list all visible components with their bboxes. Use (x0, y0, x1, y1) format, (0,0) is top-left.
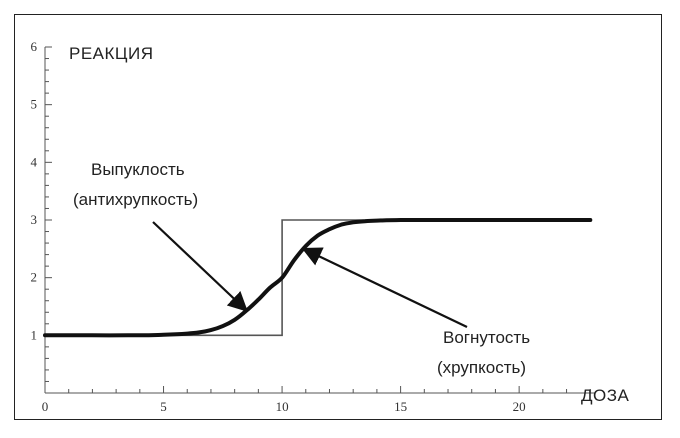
annotation-convexity-arrow (152, 221, 248, 312)
annotation-convexity-line1: Выпуклость (91, 160, 185, 179)
annotation-concavity-line1: Вогнутость (443, 328, 530, 347)
x-tick-label: 0 (42, 399, 49, 414)
dose-response-chart: 0 5 10 15 20 1 2 3 4 5 6 РЕАКЦИЯ ДОЗА Выпуклость (… (31, 39, 630, 414)
y-tick-label: 4 (31, 154, 38, 169)
x-tick-label: 5 (160, 399, 167, 414)
x-tick-label: 15 (394, 399, 407, 414)
y-tick-label: 2 (31, 270, 38, 285)
y-tick-label: 5 (31, 97, 38, 112)
annotation-concavity: Вогнутость (хрупкость) (301, 247, 530, 377)
smooth-response-curve (43, 217, 593, 338)
x-tick-label: 10 (276, 399, 289, 414)
y-tick-label: 1 (31, 327, 38, 342)
y-tick-label: 3 (31, 212, 38, 227)
x-axis-title: ДОЗА (581, 386, 630, 405)
y-tick-label: 6 (31, 39, 38, 54)
annotation-convexity-line2: (антихрупкость) (73, 190, 198, 209)
y-axis-title: РЕАКЦИЯ (69, 44, 154, 63)
annotation-convexity: Выпуклость (антихрупкость) (73, 160, 248, 312)
annotation-concavity-line2: (хрупкость) (437, 358, 526, 377)
chart-frame: 0 5 10 15 20 1 2 3 4 5 6 РЕАКЦИЯ ДОЗА Выпуклость (… (14, 14, 662, 420)
axis-ticks: 0 5 10 15 20 1 2 3 4 5 6 (31, 39, 591, 414)
annotation-concavity-arrow (301, 247, 468, 328)
x-tick-label: 20 (513, 399, 526, 414)
